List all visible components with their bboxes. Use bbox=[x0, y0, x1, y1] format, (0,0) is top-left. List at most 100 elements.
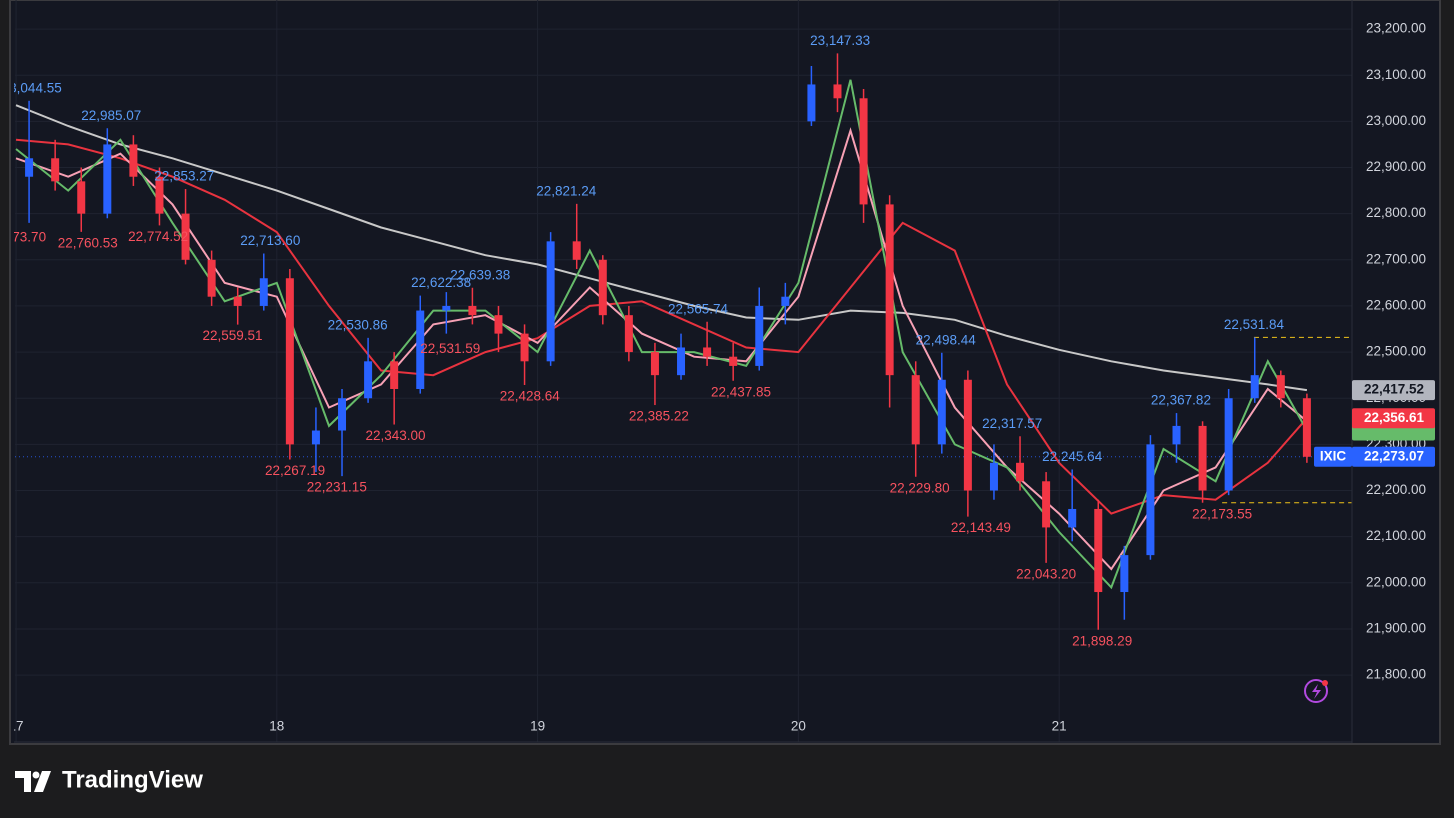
y-tick-label: 23,200.00 bbox=[1366, 21, 1426, 36]
low-label: 22,043.20 bbox=[1016, 566, 1076, 581]
low-label: 22,231.15 bbox=[307, 480, 367, 495]
low-label: 22,428.64 bbox=[500, 389, 561, 404]
candle-body bbox=[181, 213, 190, 260]
candle-body bbox=[1068, 508, 1077, 528]
ma-price-text: 22,417.52 bbox=[1364, 382, 1424, 397]
candle-body bbox=[129, 144, 138, 177]
moving-average-line bbox=[15, 127, 1308, 571]
candle-body bbox=[781, 296, 790, 306]
candle-body bbox=[364, 361, 373, 399]
high-label: 22,531.84 bbox=[1224, 317, 1285, 332]
high-label: 22,821.24 bbox=[536, 183, 597, 198]
y-tick-label: 22,900.00 bbox=[1366, 159, 1426, 174]
candle-body bbox=[285, 278, 294, 445]
low-label: 22,267.19 bbox=[265, 463, 325, 478]
candle-body bbox=[1146, 444, 1155, 556]
low-label: 22,173.55 bbox=[1192, 506, 1252, 521]
high-label: 23,147.33 bbox=[810, 33, 870, 48]
candle-body bbox=[494, 315, 503, 334]
candle-body bbox=[1250, 375, 1259, 399]
high-label: 22,498.44 bbox=[916, 332, 977, 347]
high-label: 22,317.57 bbox=[982, 416, 1042, 431]
candle-body bbox=[233, 296, 242, 306]
candle-body bbox=[1120, 555, 1129, 593]
low-label: 22,760.53 bbox=[58, 235, 118, 250]
candle-body bbox=[755, 305, 764, 366]
symbol-box bbox=[1314, 446, 1352, 467]
y-tick-label: 22,600.00 bbox=[1366, 297, 1426, 312]
high-label: 22,639.38 bbox=[450, 267, 510, 282]
candle-body bbox=[963, 379, 972, 491]
moving-average-line bbox=[15, 79, 1308, 590]
candle-body bbox=[833, 84, 842, 99]
candle-body bbox=[1016, 462, 1025, 482]
candle-body bbox=[51, 158, 60, 182]
candle-body bbox=[1172, 425, 1181, 445]
candle-body bbox=[520, 333, 529, 362]
y-tick-label: 22,700.00 bbox=[1366, 251, 1426, 266]
high-label: 22,622.38 bbox=[411, 275, 471, 290]
moving-average-line bbox=[15, 138, 1308, 515]
last-price-text: 22,273.07 bbox=[1364, 448, 1424, 463]
y-tick-label: 21,900.00 bbox=[1366, 621, 1426, 636]
low-label: 22,229.80 bbox=[890, 480, 950, 495]
high-label: 22,985.07 bbox=[81, 108, 141, 123]
y-tick-label: 21,800.00 bbox=[1366, 667, 1426, 682]
symbol-text: IXIC bbox=[1320, 448, 1347, 463]
candle-body bbox=[1198, 425, 1207, 491]
low-label: 22,437.85 bbox=[711, 384, 771, 399]
moving-average-line bbox=[15, 104, 1308, 392]
candle-body bbox=[1224, 398, 1233, 491]
y-tick-label: 22,800.00 bbox=[1366, 205, 1426, 220]
high-label: 22,530.86 bbox=[328, 317, 388, 332]
y-tick-label: 22,200.00 bbox=[1366, 482, 1426, 497]
x-tick-label: 19 bbox=[530, 719, 545, 734]
y-tick-label: 23,100.00 bbox=[1366, 67, 1426, 82]
ma-price-text: 22,356.61 bbox=[1364, 410, 1425, 425]
candle-body bbox=[259, 278, 268, 306]
candle-body bbox=[311, 430, 320, 445]
candle-body bbox=[911, 375, 920, 445]
candle-body bbox=[650, 352, 659, 376]
x-tick-label: 21 bbox=[1052, 719, 1067, 734]
brand-name[interactable]: TradingView bbox=[62, 766, 203, 793]
brand-logo[interactable]: TradingView bbox=[15, 766, 203, 793]
low-label: 22,559.51 bbox=[202, 328, 262, 343]
x-tick-label: 20 bbox=[791, 719, 806, 734]
candle-body bbox=[468, 305, 477, 316]
candle-body bbox=[1276, 375, 1285, 399]
candle-body bbox=[207, 259, 216, 297]
y-tick-label: 22,100.00 bbox=[1366, 528, 1426, 543]
low-label: 22,343.00 bbox=[365, 428, 425, 443]
candle-body bbox=[25, 158, 34, 177]
low-label: 21,898.29 bbox=[1072, 633, 1132, 648]
y-tick-label: 22,500.00 bbox=[1366, 344, 1426, 359]
high-label: 22,713.60 bbox=[240, 233, 300, 248]
y-tick-label: 22,000.00 bbox=[1366, 574, 1426, 589]
ma-price-box bbox=[1352, 380, 1435, 401]
candle-body bbox=[77, 181, 86, 214]
candle-body bbox=[624, 315, 633, 353]
candle-body bbox=[729, 356, 738, 366]
candle-body bbox=[1094, 508, 1103, 593]
low-label: 22,385.22 bbox=[629, 409, 689, 424]
candle-body bbox=[703, 347, 712, 357]
candle-body bbox=[1042, 481, 1051, 528]
candle-body bbox=[338, 398, 347, 431]
candle-body bbox=[546, 241, 555, 362]
axes: 21,800.00 21,900.00 22,000.00 22,100.00 22,2… bbox=[14, 21, 1435, 734]
x-tick-label: 18 bbox=[269, 719, 284, 734]
candle-body bbox=[989, 462, 998, 491]
last-price-box bbox=[1352, 446, 1435, 467]
chart-frame bbox=[9, 0, 1441, 745]
candle-body bbox=[155, 176, 164, 214]
candle-body bbox=[442, 305, 451, 311]
candle-body bbox=[807, 84, 816, 122]
high-label: 22,245.64 bbox=[1042, 449, 1103, 464]
candle-body bbox=[416, 310, 425, 389]
flash-icon[interactable] bbox=[1304, 679, 1328, 703]
candle-body bbox=[677, 347, 686, 376]
plot-area: 23,044.55 22,773.70 22,760.53 22,985.07 22,7… bbox=[14, 0, 1352, 742]
high-label: 22,565.74 bbox=[668, 301, 729, 316]
